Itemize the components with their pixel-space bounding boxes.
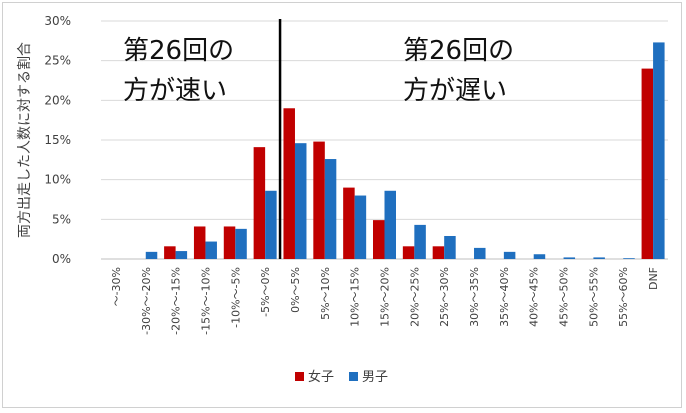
x-tick-label: -5%～0%: [259, 267, 272, 317]
bar-male: [623, 258, 635, 259]
y-tick-label: 15%: [44, 133, 71, 147]
x-tick-label: 10%～15%: [349, 267, 362, 327]
x-tick-label: 20%～25%: [408, 267, 421, 327]
bar-male: [653, 42, 665, 259]
x-tick-label: 55%～60%: [617, 267, 630, 327]
bar-male: [444, 235, 456, 259]
bar-female: [283, 108, 295, 260]
bar-male: [205, 241, 217, 259]
bar-female: [373, 220, 385, 259]
bar-male: [414, 224, 426, 259]
bar-female: [223, 226, 236, 259]
x-tick-label: 50%～55%: [587, 267, 600, 327]
bar-male: [384, 190, 396, 259]
x-tick-label: ～-30%: [110, 267, 123, 306]
legend: 女子 男子: [295, 369, 388, 385]
y-tick-label: 10%: [44, 173, 71, 187]
x-tick-label: -15%～-10%: [199, 267, 212, 335]
bar-female: [313, 141, 325, 259]
bar-male: [474, 247, 486, 259]
y-tick-label: 25%: [44, 54, 71, 68]
chart-frame: 0% 5% 10% 15% 20% 25% 30% ～-30% -30%～-20% -20%～-…: [2, 2, 682, 408]
annotation-slower-line2: 方が遅い: [403, 76, 507, 106]
bar-male: [593, 257, 605, 259]
bar-male: [563, 257, 576, 259]
x-tick-label: 30%～35%: [468, 267, 481, 327]
annotation-faster-line1: 第26回の: [123, 36, 234, 66]
legend-swatch-female: [295, 372, 304, 381]
x-tick-label: 5%～10%: [319, 267, 332, 320]
legend-label-female: 女子: [308, 369, 334, 385]
y-tick-label: 5%: [52, 212, 71, 226]
bar-female: [164, 246, 176, 259]
x-tick-label: -20%～-15%: [170, 267, 183, 335]
bar-male: [503, 251, 516, 259]
legend-label-male: 男子: [362, 370, 388, 385]
bar-male: [145, 251, 158, 259]
x-tick-label: 40%～45%: [528, 267, 541, 327]
annotation-faster-line2: 方が速い: [123, 76, 227, 106]
bars: [145, 42, 665, 260]
legend-swatch-male: [349, 372, 358, 381]
x-tick-label: -10%～-5%: [229, 267, 242, 328]
bar-male: [294, 143, 307, 259]
annotation-slower-line1: 第26回の: [403, 36, 514, 66]
x-tick-label: 15%～20%: [379, 267, 392, 327]
bar-male: [175, 251, 188, 259]
bar-female: [432, 246, 445, 259]
y-tick-label: 0%: [52, 252, 71, 266]
y-tick-label: 30%: [44, 14, 71, 28]
y-tick-labels: 0% 5% 10% 15% 20% 25% 30%: [44, 14, 71, 266]
x-tick-label: 45%～50%: [558, 267, 571, 327]
bar-male: [235, 228, 247, 259]
bar-female: [253, 147, 266, 259]
x-tick-label: 0%～5%: [289, 267, 302, 313]
y-axis-title: 両方出走した人数に対する割合: [16, 42, 33, 238]
x-tick-label: -30%～-20%: [140, 267, 153, 335]
x-tick-labels: ～-30% -30%～-20% -20%～-15% -15%～-10% -10%～-5%…: [110, 267, 660, 335]
bar-male: [533, 254, 546, 259]
x-tick-label: DNF: [647, 267, 660, 290]
x-tick-label: 25%～30%: [438, 267, 451, 327]
x-tick-label: 35%～40%: [498, 267, 511, 327]
bar-male: [324, 159, 337, 259]
bar-chart: 0% 5% 10% 15% 20% 25% 30% ～-30% -30%～-20% -20%～-…: [16, 14, 668, 385]
bar-male: [354, 195, 367, 259]
bar-female: [193, 226, 206, 259]
bar-male: [265, 190, 277, 259]
y-tick-label: 20%: [44, 93, 71, 107]
bar-female: [402, 246, 415, 259]
bar-female: [641, 68, 654, 259]
bar-female: [343, 187, 355, 259]
gridlines: [101, 20, 668, 260]
